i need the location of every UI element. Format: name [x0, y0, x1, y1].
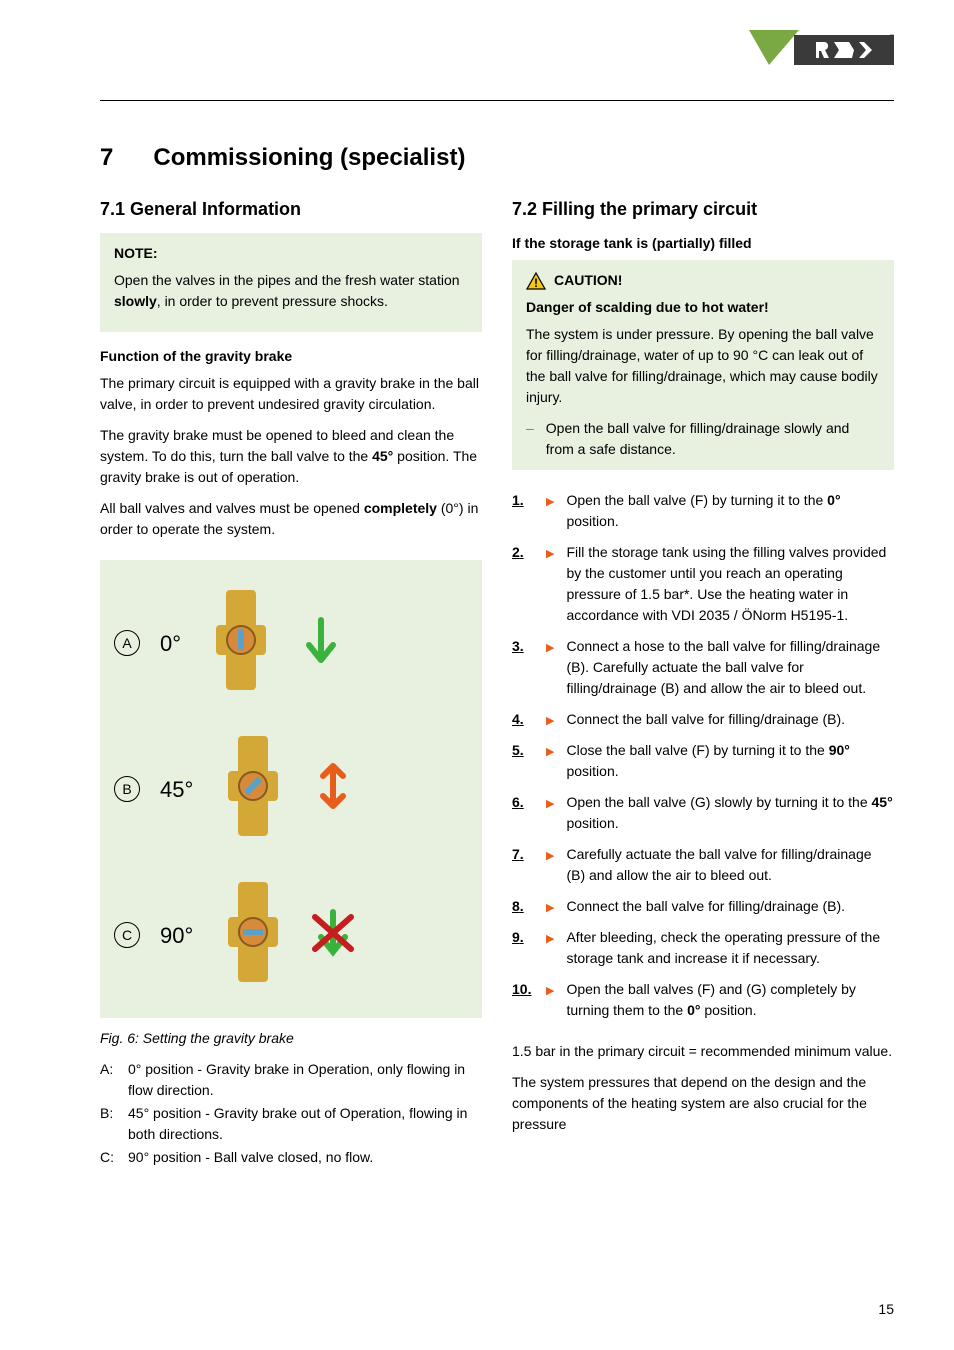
chapter-number: 7	[100, 144, 113, 171]
figure-letter: C	[114, 922, 140, 948]
legend-text: 45° position - Gravity brake out of Oper…	[128, 1103, 482, 1145]
figure-letter: B	[114, 776, 140, 802]
caution-text: The system is under pressure. By opening…	[526, 324, 880, 408]
figure-angle: 90°	[160, 919, 193, 952]
figure-row: A 0°	[114, 580, 468, 706]
header-line	[100, 100, 894, 101]
chapter-text: Commissioning (specialist)	[153, 144, 465, 171]
legend-key: A:	[100, 1059, 120, 1101]
caution-bullet: Open the ball valve for filling/drainage…	[526, 418, 880, 460]
para-1: The primary circuit is equipped with a g…	[100, 373, 482, 415]
step-text: Open the ball valves (F) and (G) complet…	[566, 979, 894, 1021]
valve-diagram	[213, 872, 373, 998]
warning-icon: !	[526, 272, 546, 290]
step-marker-icon: ▶	[546, 900, 554, 917]
step-text: Open the ball valve (F) by turning it to…	[566, 490, 894, 532]
caution-sub: Danger of scalding due to hot water!	[526, 297, 880, 318]
step-text: Open the ball valve (G) slowly by turnin…	[566, 792, 894, 834]
step-text: After bleeding, check the operating pres…	[566, 927, 894, 969]
section-7-2-title: 7.2 Filling the primary circuit	[512, 196, 894, 223]
step-item: ▶ Close the ball valve (F) by turning it …	[512, 740, 894, 782]
caution-title: ! CAUTION!	[526, 270, 880, 291]
right-column: 7.2 Filling the primary circuit If the s…	[512, 196, 894, 1170]
chapter-title: 7 Commissioning (specialist)	[100, 140, 894, 176]
note-box: NOTE: Open the valves in the pipes and t…	[100, 233, 482, 332]
legend-item: A:0° position - Gravity brake in Operati…	[100, 1059, 482, 1101]
legend-text: 0° position - Gravity brake in Operation…	[128, 1059, 482, 1101]
figure-letter: A	[114, 630, 140, 656]
svg-text:!: !	[534, 276, 538, 290]
figure-caption: Fig. 6: Setting the gravity brake	[100, 1028, 482, 1049]
step-marker-icon: ▶	[546, 713, 554, 730]
figure-row: B 45°	[114, 726, 468, 852]
valve-diagram	[201, 580, 361, 706]
step-marker-icon: ▶	[546, 744, 554, 761]
filling-subheading: If the storage tank is (partially) fille…	[512, 233, 894, 254]
step-item: ▶ Carefully actuate the ball valve for fi…	[512, 844, 894, 886]
figure-angle: 45°	[160, 773, 193, 806]
step-marker-icon: ▶	[546, 931, 554, 948]
caution-box: ! CAUTION! Danger of scalding due to hot…	[512, 260, 894, 470]
primary-note-2: The system pressures that depend on the …	[512, 1072, 894, 1135]
legend-key: B:	[100, 1103, 120, 1145]
figure-6: A 0° B 45° C 90°	[100, 560, 482, 1018]
step-marker-icon: ▶	[546, 546, 554, 563]
step-marker-icon: ▶	[546, 494, 554, 511]
section-7-1-title: 7.1 General Information	[100, 196, 482, 223]
step-marker-icon: ▶	[546, 796, 554, 813]
step-marker-icon: ▶	[546, 848, 554, 865]
legend-item: C: 90° position - Ball valve closed, no f…	[100, 1147, 482, 1168]
step-item: ▶ Connect the ball valve for filling/drai…	[512, 709, 894, 730]
steps-list: ▶ Open the ball valve (F) by turning it t…	[512, 490, 894, 1021]
page-number: 15	[878, 1299, 894, 1320]
step-text: Close the ball valve (F) by turning it t…	[566, 740, 894, 782]
step-item: ▶ Fill the storage tank using the filling…	[512, 542, 894, 626]
note-title: NOTE:	[114, 243, 468, 264]
step-text: Connect a hose to the ball valve for fil…	[566, 636, 894, 699]
legend-item: B:45° position - Gravity brake out of Op…	[100, 1103, 482, 1145]
primary-note-1: 1.5 bar in the primary circuit = recomme…	[512, 1041, 894, 1062]
step-item: ▶ Open the ball valves (F) and (G) comple…	[512, 979, 894, 1021]
step-text: Fill the storage tank using the filling …	[566, 542, 894, 626]
note-text: Open the valves in the pipes and the fre…	[114, 270, 468, 312]
valve-diagram	[213, 726, 373, 852]
step-marker-icon: ▶	[546, 983, 554, 1000]
step-text: Carefully actuate the ball valve for fil…	[566, 844, 894, 886]
step-item: ▶ Open the ball valve (F) by turning it t…	[512, 490, 894, 532]
para-3: All ball valves and valves must be opene…	[100, 498, 482, 540]
step-item: ▶ Open the ball valve (G) slowly by turni…	[512, 792, 894, 834]
figure-angle: 0°	[160, 627, 181, 660]
step-text: Connect the ball valve for filling/drain…	[566, 896, 845, 917]
svg-text:®: ®	[889, 33, 894, 42]
step-item: ▶ Connect a hose to the ball valve for fi…	[512, 636, 894, 699]
figure-row: C 90°	[114, 872, 468, 998]
gravity-brake-heading: Function of the gravity brake	[100, 346, 482, 367]
figure-legend: A:0° position - Gravity brake in Operati…	[100, 1059, 482, 1168]
step-text: Connect the ball valve for filling/drain…	[566, 709, 845, 730]
para-2: The gravity brake must be opened to blee…	[100, 425, 482, 488]
legend-text: 90° position - Ball valve closed, no flo…	[128, 1147, 373, 1168]
left-column: 7.1 General Information NOTE: Open the v…	[100, 196, 482, 1170]
legend-key: C:	[100, 1147, 120, 1168]
step-item: ▶ Connect the ball valve for filling/drai…	[512, 896, 894, 917]
logo: ®	[744, 30, 894, 91]
step-marker-icon: ▶	[546, 640, 554, 657]
step-item: ▶ After bleeding, check the operating pre…	[512, 927, 894, 969]
